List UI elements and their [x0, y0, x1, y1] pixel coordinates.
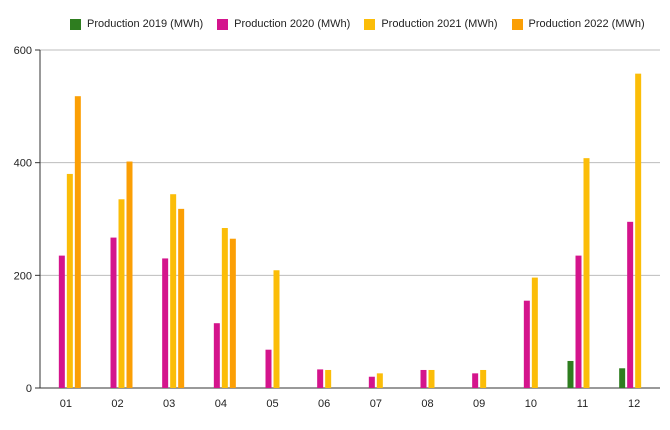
legend-swatch-2019	[70, 18, 81, 30]
bar-2021-11[interactable]	[583, 158, 590, 388]
x-tick-label: 03	[163, 398, 175, 410]
x-tick-label: 02	[111, 398, 123, 410]
x-tick-label: 06	[318, 398, 330, 410]
legend-label-2019: Production 2019 (MWh)	[87, 18, 204, 30]
bar-2020-11[interactable]	[575, 255, 582, 388]
bar-2021-10[interactable]	[531, 277, 538, 388]
bar-2021-08[interactable]	[428, 369, 435, 388]
legend-swatch-2021	[364, 18, 376, 30]
bar-2022-04[interactable]	[229, 238, 236, 388]
x-tick-label: 04	[215, 398, 227, 410]
bar-2020-09[interactable]	[472, 373, 479, 388]
y-axis: 0 200 400 600	[14, 45, 41, 395]
bar-2021-03[interactable]	[170, 194, 177, 388]
chart-bars	[58, 73, 642, 389]
bar-2021-12[interactable]	[635, 73, 642, 388]
bar-2020-03[interactable]	[162, 258, 169, 388]
bar-2020-08[interactable]	[420, 369, 427, 388]
legend-label-2021: Production 2021 (MWh)	[381, 18, 498, 30]
bar-2021-04[interactable]	[221, 228, 228, 388]
y-tick-label: 400	[14, 158, 32, 170]
y-tick-label: 600	[14, 45, 32, 57]
legend-swatch-2020	[217, 18, 229, 30]
y-tick-label: 200	[14, 270, 32, 282]
bar-2020-04[interactable]	[213, 323, 220, 388]
bar-2021-01[interactable]	[66, 173, 73, 388]
bar-2022-01[interactable]	[74, 96, 81, 389]
bar-2022-02[interactable]	[126, 161, 133, 388]
bar-2020-10[interactable]	[523, 300, 530, 388]
x-tick-label: 01	[60, 398, 72, 410]
bar-2020-06[interactable]	[317, 369, 324, 388]
bar-2021-07[interactable]	[376, 373, 383, 388]
x-tick-label: 09	[473, 398, 485, 410]
x-tick-label: 12	[628, 398, 640, 410]
bar-2021-09[interactable]	[480, 369, 487, 388]
bar-2020-07[interactable]	[368, 376, 375, 388]
chart-legend: Production 2019 (MWh) Production 2020 (M…	[70, 18, 645, 30]
legend-label-2020: Production 2020 (MWh)	[234, 18, 351, 30]
chart-grid	[40, 49, 660, 389]
bar-2020-05[interactable]	[265, 349, 272, 388]
x-tick-label: 07	[370, 398, 382, 410]
bar-2019-12[interactable]	[619, 368, 626, 388]
bar-2020-01[interactable]	[58, 255, 65, 388]
bar-2021-05[interactable]	[273, 270, 280, 388]
legend-item-2022[interactable]: Production 2022 (MWh)	[511, 18, 645, 30]
legend-item-2020[interactable]: Production 2020 (MWh)	[217, 18, 350, 30]
legend-swatch-2022	[511, 18, 523, 30]
legend-item-2019[interactable]: Production 2019 (MWh)	[70, 18, 203, 30]
x-tick-label: 10	[525, 398, 537, 410]
bar-2020-12[interactable]	[627, 221, 634, 388]
legend-item-2021[interactable]: Production 2021 (MWh)	[364, 18, 498, 30]
y-tick-label: 0	[26, 383, 32, 395]
legend-label-2022: Production 2022 (MWh)	[528, 18, 645, 30]
bar-2022-03[interactable]	[178, 208, 185, 388]
bar-2019-11[interactable]	[567, 360, 574, 388]
x-tick-label: 08	[421, 398, 433, 410]
x-axis: 01 02 03 04 05 06 07 08 09 10 11 12	[60, 398, 641, 410]
x-tick-label: 11	[577, 398, 588, 410]
bar-2021-06[interactable]	[325, 369, 332, 388]
x-tick-label: 05	[266, 398, 278, 410]
bar-2021-02[interactable]	[118, 199, 125, 388]
bar-2020-02[interactable]	[110, 237, 117, 388]
